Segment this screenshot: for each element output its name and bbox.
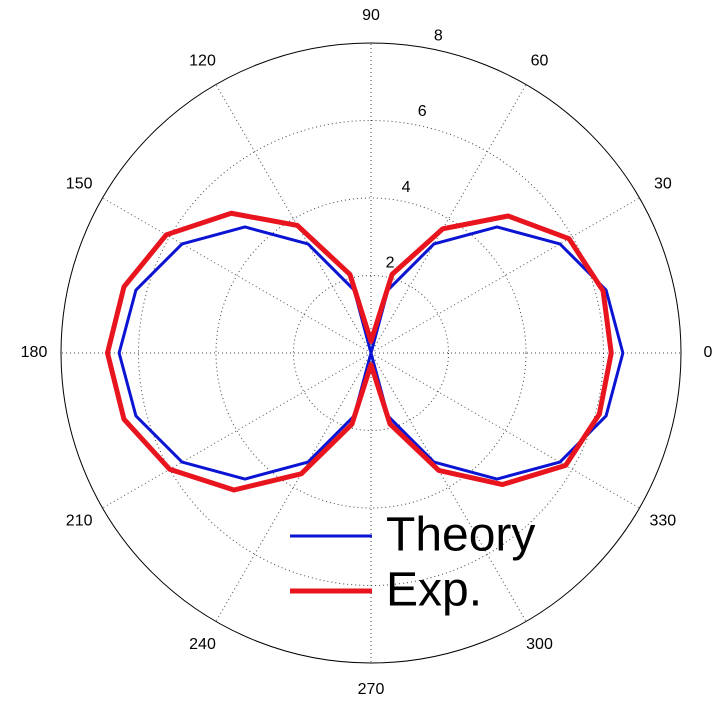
series-line (117, 225, 625, 481)
r-tick-label: 2 (386, 255, 395, 272)
theta-tick-label: 300 (526, 636, 553, 653)
series-line (105, 210, 614, 493)
theta-tick-label: 90 (362, 7, 380, 24)
r-tick-label: 4 (402, 179, 411, 196)
theta-tick-label: 120 (189, 52, 216, 69)
theta-tick-label: 330 (649, 513, 676, 530)
outer-ring (60, 42, 682, 664)
theta-tick-label: 270 (358, 681, 385, 698)
grid-ring (138, 120, 604, 586)
legend-label: Theory (386, 509, 535, 562)
theta-tick-label: 240 (189, 636, 216, 653)
grid-ring (215, 197, 527, 509)
theta-tick-label: 60 (531, 52, 549, 69)
theta-tick-label: 150 (66, 176, 93, 193)
r-tick-label: 6 (418, 103, 427, 120)
theta-tick-label: 0 (704, 344, 713, 361)
theta-tick-label: 30 (654, 176, 672, 193)
r-tick-label: 8 (434, 27, 443, 44)
legend-label: Exp. (386, 564, 482, 617)
theta-tick-label: 210 (66, 513, 93, 530)
grid-spoke (102, 352, 372, 509)
theta-tick-label: 180 (21, 344, 48, 361)
grid-spoke (102, 197, 372, 354)
grid-ring (293, 275, 449, 431)
